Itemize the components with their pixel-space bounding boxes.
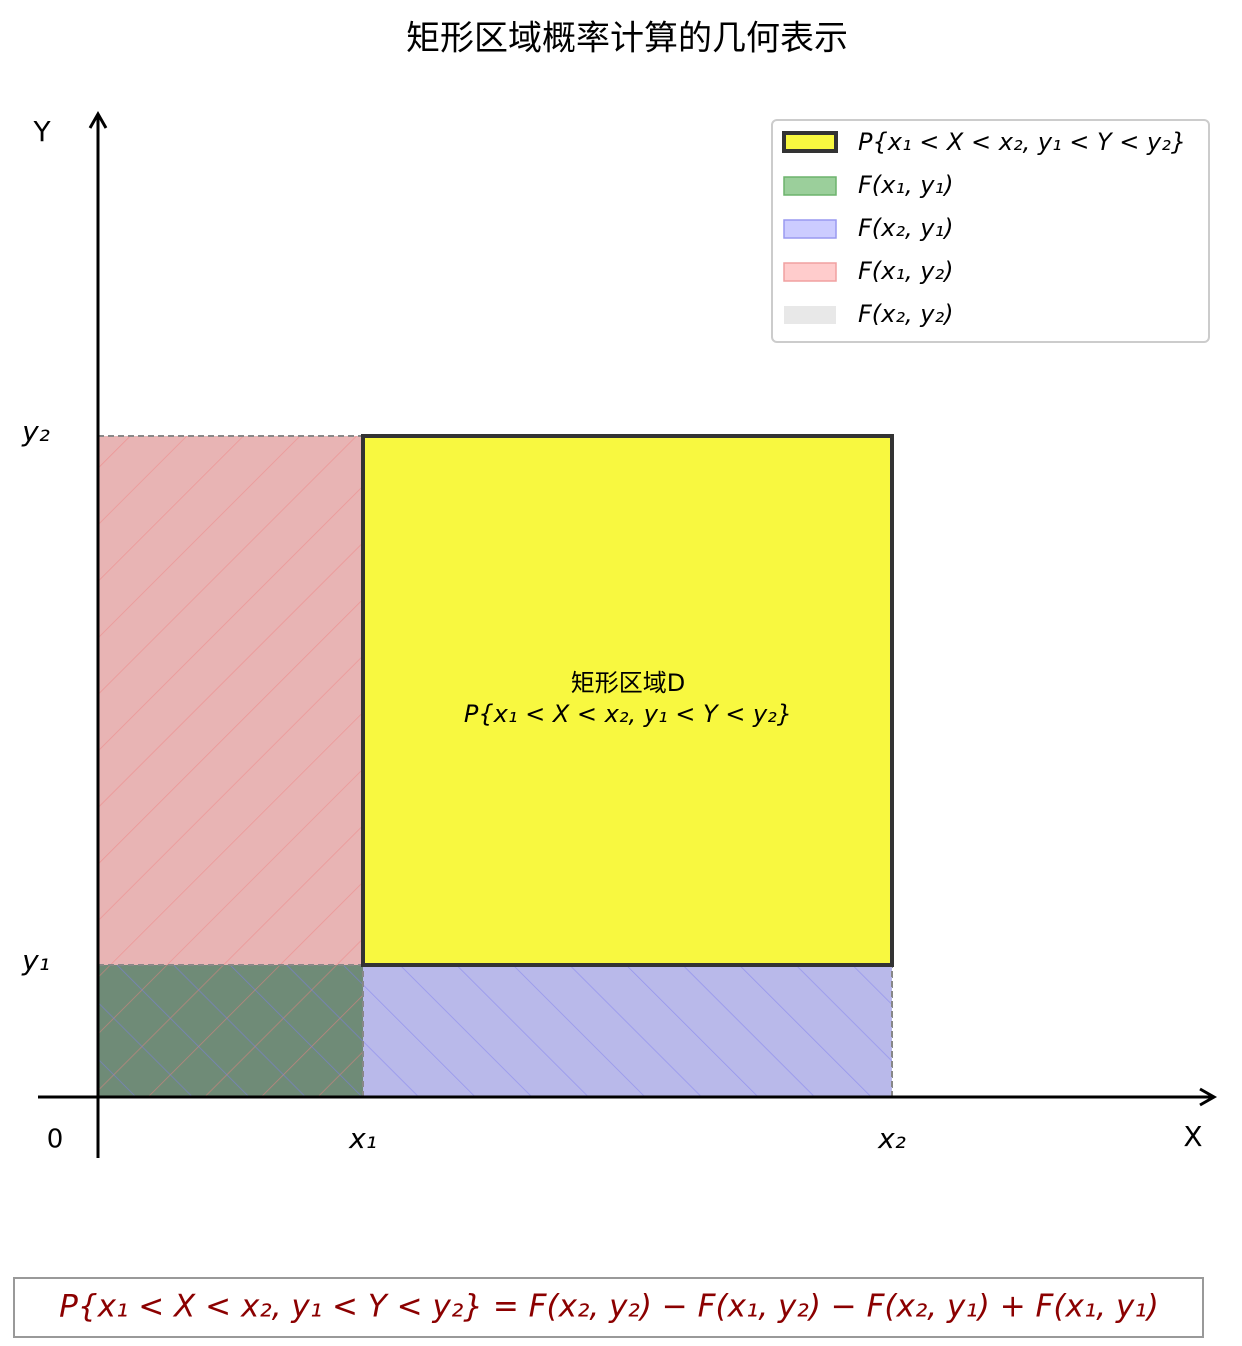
formula-box xyxy=(13,1277,1204,1338)
y-arrow xyxy=(88,110,108,129)
origin-label: 0 xyxy=(47,1125,64,1155)
legend-label: F(x₂, y₂) xyxy=(858,300,953,328)
y-tick-label: y₁ xyxy=(21,944,50,977)
legend-swatch xyxy=(782,131,838,153)
title: 矩形区域概率计算的几何表示 xyxy=(406,19,848,59)
region-d xyxy=(361,434,894,967)
legend-swatch xyxy=(783,262,837,282)
y-label: Y xyxy=(32,115,51,148)
y-tick-label: y₂ xyxy=(21,415,50,448)
x-arrow xyxy=(1199,1087,1218,1107)
region-label: P{x₁ < X < x₂, y₁ < Y < y₂} xyxy=(464,700,792,728)
legend-label: F(x₁, y₂) xyxy=(858,257,953,285)
region-f-x1-y1-hatch2 xyxy=(98,965,363,1097)
legend-swatch xyxy=(784,306,836,324)
region-label: 矩形区域D xyxy=(571,669,685,697)
formula: P{x₁ < X < x₂, y₁ < Y < y₂} = F(x₂, y₂) … xyxy=(59,1289,1159,1325)
legend-label: F(x₂, y₁) xyxy=(858,214,953,242)
x-label: X xyxy=(1183,1120,1202,1153)
x-tick-label: x₂ xyxy=(877,1122,906,1155)
legend-label: P{x₁ < X < x₂, y₁ < Y < y₂} xyxy=(858,128,1186,156)
legend-swatch xyxy=(783,219,837,239)
legend-label: F(x₁, y₁) xyxy=(858,171,953,199)
legend xyxy=(771,119,1210,343)
legend-swatch xyxy=(783,176,837,196)
x-tick-label: x₁ xyxy=(348,1122,377,1155)
